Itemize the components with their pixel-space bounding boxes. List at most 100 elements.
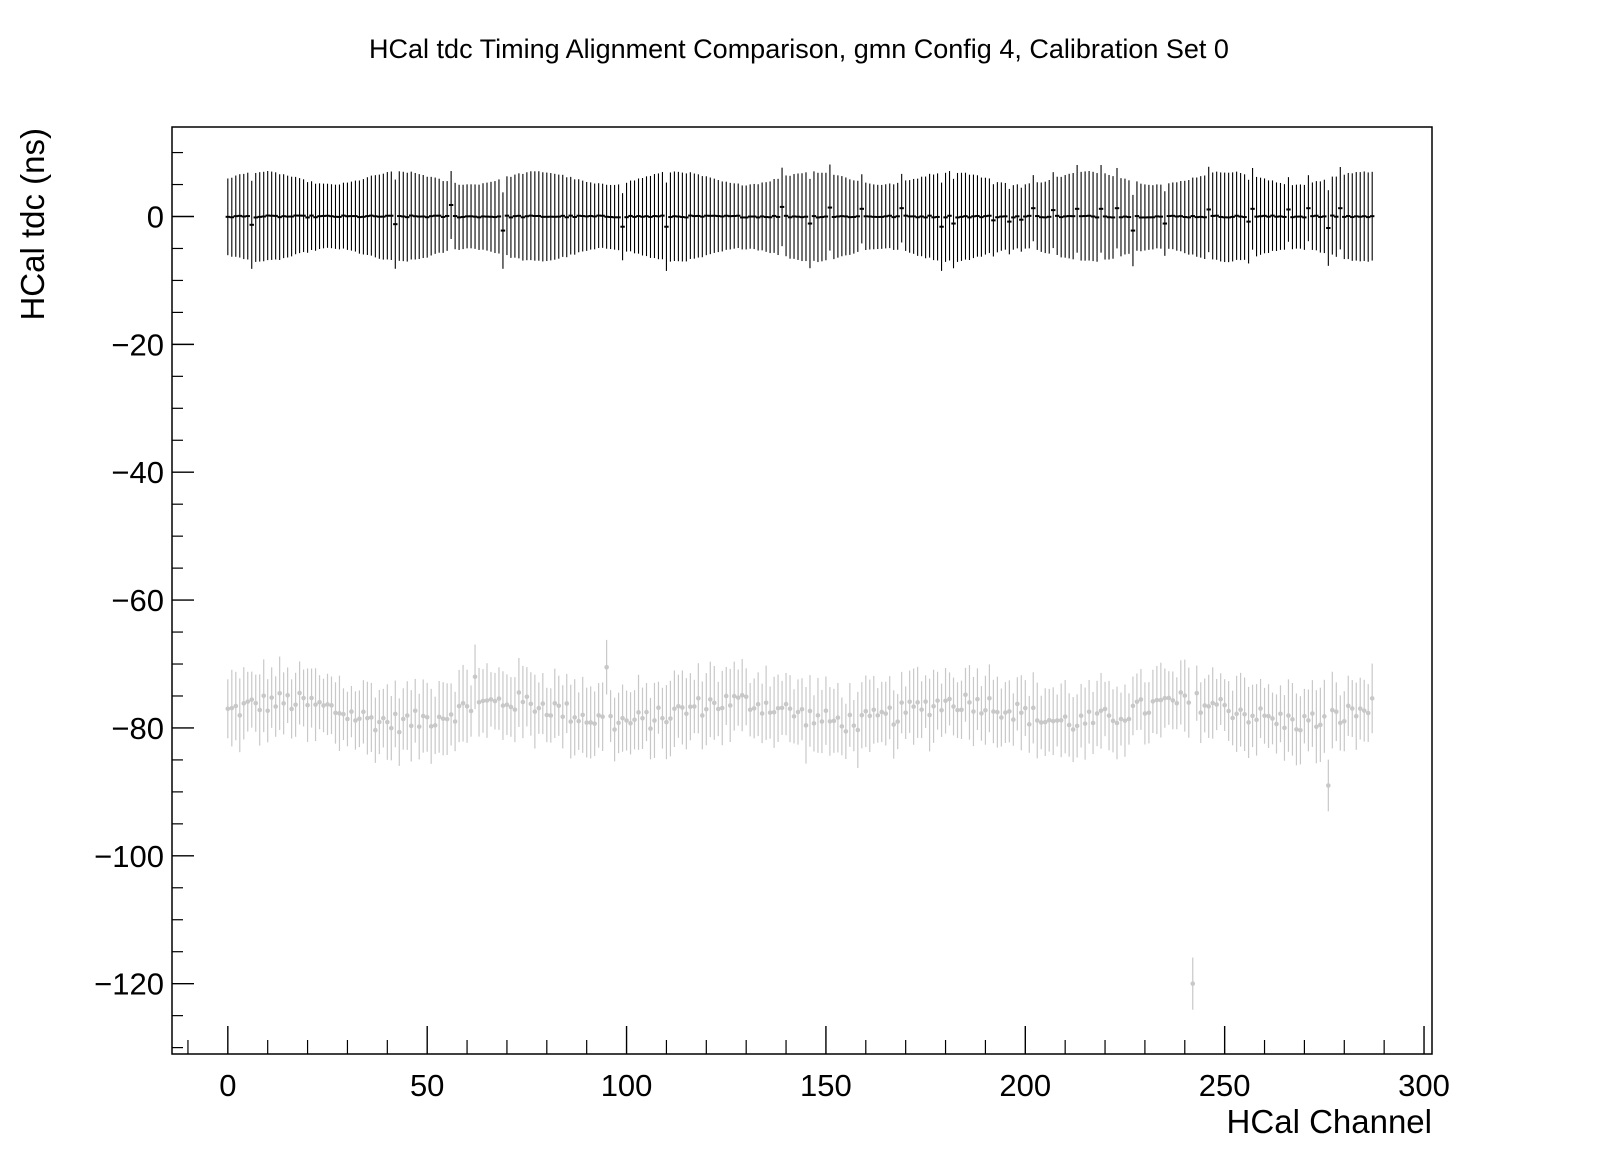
unaligned-point (552, 700, 558, 706)
unaligned-point (676, 703, 681, 709)
unaligned-point (1230, 715, 1235, 721)
unaligned-point (1046, 717, 1052, 723)
unaligned-point (396, 729, 402, 735)
unaligned-point (444, 716, 450, 722)
unaligned-point (1174, 700, 1180, 706)
unaligned-point (1094, 711, 1100, 716)
unaligned-point (309, 695, 314, 701)
unaligned-point (528, 701, 534, 707)
unaligned-point (524, 694, 530, 700)
unaligned-point (1341, 718, 1347, 724)
y-tick-label: −120 (94, 967, 164, 1002)
unaligned-point (799, 706, 805, 712)
unaligned-point (991, 709, 996, 714)
unaligned-point (1098, 708, 1104, 714)
unaligned-point (1365, 710, 1371, 716)
unaligned-point (1162, 695, 1168, 701)
unaligned-point (847, 712, 853, 718)
unaligned-point (448, 712, 454, 717)
unaligned-point (895, 719, 900, 724)
unaligned-point (293, 702, 298, 708)
unaligned-point (1286, 713, 1291, 718)
unaligned-point (851, 723, 857, 728)
plot-frame (171, 126, 1433, 1055)
x-tick-label: 100 (601, 1068, 653, 1103)
unaligned-point (1198, 710, 1204, 715)
unaligned-point (452, 719, 458, 724)
unaligned-point (317, 699, 322, 705)
unaligned-point (951, 704, 956, 709)
unaligned-point (1106, 713, 1112, 718)
unaligned-point (265, 708, 270, 714)
unaligned-point (1353, 713, 1359, 719)
unaligned-point (377, 719, 382, 725)
unaligned-point (1150, 699, 1156, 704)
unaligned-point (939, 707, 944, 713)
unaligned-point (1218, 696, 1223, 702)
x-axis-title: HCal Channel (1227, 1103, 1432, 1140)
unaligned-point (1019, 710, 1024, 716)
unaligned-point (1130, 703, 1136, 709)
unaligned-point (1282, 725, 1287, 731)
unaligned-point (779, 705, 785, 711)
unaligned-point (975, 696, 980, 702)
unaligned-point (731, 693, 737, 699)
unaligned-point (1030, 705, 1036, 711)
unaligned-point (257, 707, 263, 713)
unaligned-point (1298, 727, 1303, 733)
unaligned-point (1126, 716, 1132, 722)
unaligned-point (504, 702, 510, 708)
unaligned-point (835, 715, 841, 720)
unaligned-point (743, 694, 749, 700)
unaligned-point (652, 718, 657, 723)
unaligned-point (1294, 727, 1299, 732)
unaligned-point (420, 713, 426, 719)
unaligned-point (249, 697, 255, 702)
unaligned-point (887, 705, 893, 710)
unaligned-point (763, 700, 769, 706)
unaligned-point (1226, 708, 1231, 714)
unaligned-point (927, 712, 932, 718)
unaligned-point (903, 710, 908, 716)
y-axis-title: HCal tdc (ns) (14, 128, 51, 321)
unaligned-point (707, 697, 713, 702)
unaligned-point (803, 723, 809, 728)
unaligned-point (1007, 709, 1012, 714)
unaligned-point (496, 696, 502, 701)
unaligned-point (464, 703, 470, 709)
unaligned-point (775, 705, 781, 711)
unaligned-point (1302, 713, 1307, 719)
unaligned-point (381, 715, 386, 721)
unaligned-point (620, 715, 625, 721)
unaligned-point (660, 715, 665, 721)
unaligned-point (480, 698, 486, 704)
unaligned-point (943, 698, 948, 704)
unaligned-point (556, 703, 562, 709)
unaligned-point (1022, 705, 1028, 711)
unaligned-point (297, 690, 302, 696)
unaligned-point (1026, 722, 1032, 727)
unaligned-point (747, 707, 753, 712)
x-tick-label: 300 (1398, 1068, 1450, 1103)
unaligned-point (688, 704, 693, 710)
unaligned-point (915, 700, 920, 705)
unaligned-point (1310, 711, 1315, 716)
unaligned-point (1206, 704, 1212, 709)
unaligned-point (400, 716, 406, 722)
unaligned-point (269, 695, 274, 700)
unaligned-point (532, 709, 538, 714)
x-tick-label: 0 (219, 1068, 236, 1103)
unaligned-point (1369, 696, 1375, 701)
unaligned-point (899, 700, 904, 705)
unaligned-point (1034, 718, 1040, 723)
unaligned-point (755, 701, 761, 707)
unaligned-point (867, 713, 873, 719)
unaligned-point (739, 692, 745, 698)
unaligned-point (245, 699, 251, 704)
unaligned-point (408, 723, 414, 729)
unaligned-point (261, 693, 267, 699)
unaligned-point (696, 695, 701, 701)
unaligned-point (711, 700, 717, 706)
unaligned-point (576, 718, 582, 724)
unaligned-point (588, 720, 593, 725)
